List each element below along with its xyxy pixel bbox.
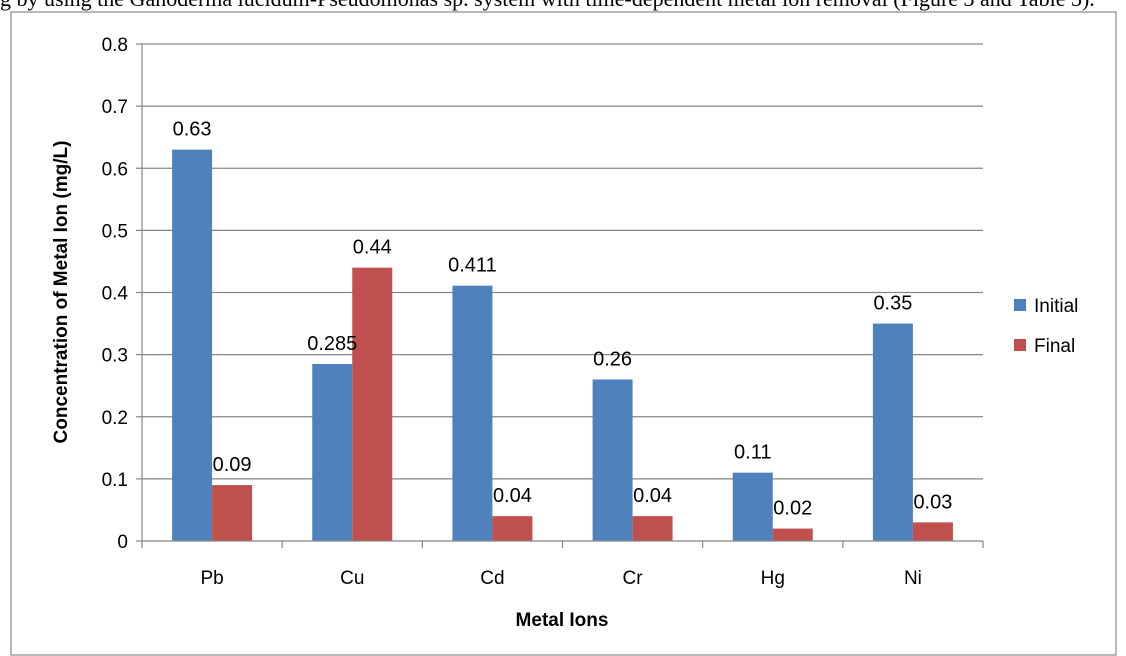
data-label: 0.04: [633, 485, 672, 507]
gridlines: [142, 43, 983, 480]
data-label: 0.285: [307, 333, 357, 355]
x-tick-label: Cr: [623, 568, 644, 589]
legend-label-final: Final: [1034, 336, 1075, 357]
data-label: 0.26: [593, 348, 632, 370]
bars: [172, 149, 953, 542]
bar-final-hg: [772, 528, 813, 541]
y-tick-label: 0: [117, 532, 128, 553]
y-tick-label: 0.8: [102, 35, 128, 56]
bar-final-ni: [912, 522, 953, 541]
bar-final-cu: [352, 267, 393, 541]
axes: 0 0.1 0.2 0.3 0.4 0.5 0.6 0.7 0.8 Pb Cu Cd Cr Hg Ni: [102, 35, 984, 589]
data-label: 0.09: [213, 454, 252, 476]
y-axis-title: Concentration of Metal Ion (mg/L): [51, 141, 72, 444]
y-tick-label: 0.4: [102, 284, 129, 305]
legend: Initial Final: [1014, 296, 1078, 357]
bar-initial-cd: [452, 285, 493, 541]
bar-initial-pb: [172, 149, 213, 542]
data-label: 0.35: [873, 293, 912, 315]
data-labels: 0.63 0.285 0.411 0.26 0.11 0.35 0.09 0.44 0.04 0.…: [173, 119, 953, 520]
bar-final-cr: [632, 516, 673, 541]
bar-final-cd: [492, 516, 533, 541]
data-label: 0.11: [734, 442, 771, 464]
x-tick-label: Pb: [200, 568, 223, 589]
data-label: 0.04: [493, 485, 532, 507]
data-label: 0.02: [773, 498, 812, 520]
legend-swatch-initial: [1014, 299, 1026, 311]
x-axis-title: Metal Ions: [516, 610, 609, 631]
x-tick-label: Cu: [340, 568, 364, 589]
bar-initial-cr: [592, 379, 633, 541]
bar-initial-ni: [872, 323, 913, 541]
y-tick-label: 0.5: [102, 221, 128, 242]
y-tick-label: 0.3: [102, 346, 128, 367]
y-tick-label: 0.1: [102, 470, 128, 491]
y-tick-label: 0.6: [102, 159, 128, 180]
bar-final-pb: [212, 485, 253, 541]
legend-swatch-final: [1014, 339, 1026, 351]
x-tick-label: Cd: [480, 568, 504, 589]
data-label: 0.44: [353, 237, 392, 259]
caption-fragment: g by using the Ganoderma lucidum-Pseudom…: [0, 0, 1126, 14]
y-tick-label: 0.2: [102, 408, 128, 429]
bar-initial-cu: [312, 363, 353, 541]
data-label: 0.63: [173, 119, 212, 141]
data-label: 0.411: [448, 255, 497, 277]
x-tick-label: Ni: [904, 568, 922, 589]
y-tick-label: 0.7: [102, 97, 128, 118]
data-label: 0.03: [913, 491, 952, 513]
x-tick-label: Hg: [761, 568, 785, 589]
bar-initial-hg: [732, 472, 773, 541]
legend-label-initial: Initial: [1034, 296, 1078, 317]
